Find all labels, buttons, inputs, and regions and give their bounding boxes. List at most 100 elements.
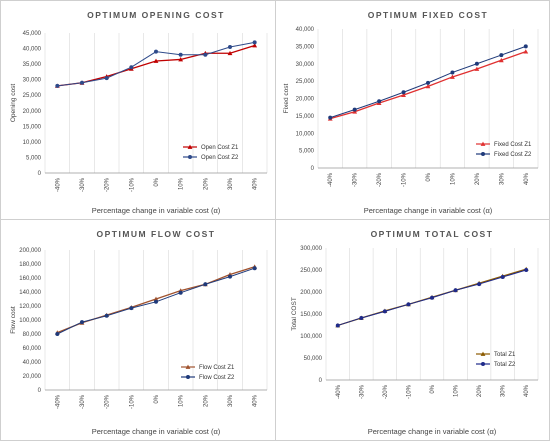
x-tick-label: 30% bbox=[228, 177, 234, 190]
y-tick-label: 40,000 bbox=[23, 47, 42, 53]
data-point bbox=[406, 302, 411, 307]
chart-title: OPTIMUM FLOW COST bbox=[97, 229, 216, 239]
data-point bbox=[450, 70, 455, 75]
data-point bbox=[178, 52, 183, 57]
data-point bbox=[178, 290, 183, 295]
y-tick-label: 20,000 bbox=[23, 374, 42, 380]
y-tick-label: 45,000 bbox=[23, 31, 42, 37]
x-tick-label: 0% bbox=[154, 394, 160, 403]
y-tick-label: 35,000 bbox=[23, 62, 42, 68]
data-point bbox=[499, 53, 504, 58]
y-tick-label: 100,000 bbox=[300, 334, 322, 340]
data-point bbox=[80, 80, 84, 85]
x-tick-label: -30% bbox=[80, 394, 86, 409]
x-tick-label: -40% bbox=[328, 172, 334, 187]
y-tick-label: 0 bbox=[319, 378, 323, 384]
x-tick-label: 30% bbox=[228, 394, 234, 407]
y-tick-label: 200,000 bbox=[300, 290, 322, 296]
y-tick-label: 0 bbox=[311, 166, 315, 172]
y-tick-label: 200,000 bbox=[19, 248, 41, 254]
data-point bbox=[523, 49, 529, 54]
data-point bbox=[55, 332, 60, 336]
x-tick-label: -30% bbox=[353, 172, 359, 187]
fixed-cost-chart-panel: OPTIMUM FIXED COST 0 5,000 10,000 15,000 20,0… bbox=[275, 0, 550, 220]
y-tick-label: 50,000 bbox=[304, 356, 323, 362]
data-point bbox=[328, 115, 333, 120]
x-tick-label: -10% bbox=[129, 177, 135, 192]
x-tick-label: 0% bbox=[426, 172, 432, 181]
data-point bbox=[228, 45, 232, 49]
series-line bbox=[57, 41, 255, 87]
data-point bbox=[430, 295, 434, 300]
data-point bbox=[523, 44, 528, 49]
y-axis-label: Opening cost bbox=[10, 84, 17, 122]
x-tick-label: -40% bbox=[55, 394, 61, 409]
y-tick-label: 30,000 bbox=[296, 62, 315, 68]
x-tick-label: -10% bbox=[129, 394, 135, 409]
x-tick-label: 30% bbox=[501, 384, 507, 397]
data-point bbox=[203, 52, 208, 57]
y-axis-label: Flow cost bbox=[10, 306, 17, 334]
x-tick-label: -20% bbox=[105, 177, 111, 192]
data-point bbox=[359, 315, 364, 320]
data-point bbox=[178, 57, 184, 62]
data-point bbox=[203, 282, 208, 287]
y-tick-label: 40,000 bbox=[296, 27, 315, 33]
y-tick-label: 120,000 bbox=[19, 304, 41, 310]
x-tick-label: 20% bbox=[475, 172, 481, 185]
x-tick-label: 10% bbox=[454, 384, 460, 397]
data-point bbox=[252, 266, 257, 271]
y-tick-label: 300,000 bbox=[300, 246, 322, 252]
x-tick-label: -20% bbox=[105, 394, 111, 409]
legend-label: Total Z1 bbox=[494, 352, 516, 358]
data-point bbox=[104, 76, 109, 81]
y-tick-label: 20,000 bbox=[296, 97, 315, 103]
data-point bbox=[153, 58, 159, 63]
data-point bbox=[352, 107, 357, 112]
x-tick-label: -20% bbox=[383, 384, 389, 399]
y-tick-label: 10,000 bbox=[23, 140, 42, 146]
chart-svg: OPTIMUM FIXED COST 0 5,000 10,000 15,000 20,0… bbox=[283, 10, 539, 215]
y-tick-label: 60,000 bbox=[23, 346, 42, 352]
x-axis-label: Percentage change in variable cost (α) bbox=[92, 206, 221, 215]
y-tick-label: 0 bbox=[38, 388, 42, 394]
x-tick-label: -40% bbox=[55, 177, 61, 192]
x-tick-label: 40% bbox=[524, 172, 530, 185]
x-axis-label: Percentage change in variable cost (α) bbox=[92, 427, 221, 436]
legend-label: Open Cost Z2 bbox=[201, 155, 239, 161]
data-point bbox=[228, 274, 232, 279]
data-point bbox=[500, 275, 505, 280]
data-point bbox=[450, 74, 455, 79]
data-point bbox=[477, 282, 482, 287]
data-point bbox=[104, 313, 109, 318]
data-point bbox=[474, 61, 479, 66]
x-tick-label: 10% bbox=[450, 172, 456, 185]
legend-marker bbox=[480, 141, 486, 146]
y-tick-label: 250,000 bbox=[300, 268, 322, 274]
y-tick-label: 80,000 bbox=[23, 332, 42, 338]
legend-label: Open Cost Z1 bbox=[201, 145, 239, 151]
x-tick-label: 40% bbox=[253, 177, 259, 190]
x-axis-label: Percentage change in variable cost (α) bbox=[364, 206, 493, 215]
x-tick-label: -10% bbox=[402, 172, 408, 187]
x-tick-label: 30% bbox=[499, 172, 505, 185]
legend-marker bbox=[480, 351, 486, 356]
chart-svg: OPTIMUM FLOW COST 0 20,000 40,000 60,000 80,0… bbox=[10, 229, 268, 436]
data-point bbox=[425, 83, 431, 89]
legend-label: Flow Cost Z2 bbox=[199, 375, 235, 381]
legend-label: Fixed Cost Z2 bbox=[494, 152, 532, 158]
legend-label: Total Z2 bbox=[494, 362, 516, 368]
x-tick-label: -20% bbox=[377, 172, 383, 187]
data-point bbox=[252, 40, 257, 45]
y-tick-label: 180,000 bbox=[19, 262, 41, 268]
chart-title: OPTIMUM FIXED COST bbox=[368, 10, 489, 20]
data-point bbox=[335, 323, 340, 328]
y-tick-label: 15,000 bbox=[23, 124, 42, 130]
x-tick-label: 0% bbox=[430, 384, 436, 393]
data-point bbox=[474, 66, 480, 71]
x-tick-label: 20% bbox=[203, 394, 209, 407]
y-tick-label: 25,000 bbox=[23, 93, 42, 99]
data-point bbox=[154, 49, 158, 54]
legend-marker bbox=[481, 362, 485, 366]
data-point bbox=[153, 296, 159, 301]
